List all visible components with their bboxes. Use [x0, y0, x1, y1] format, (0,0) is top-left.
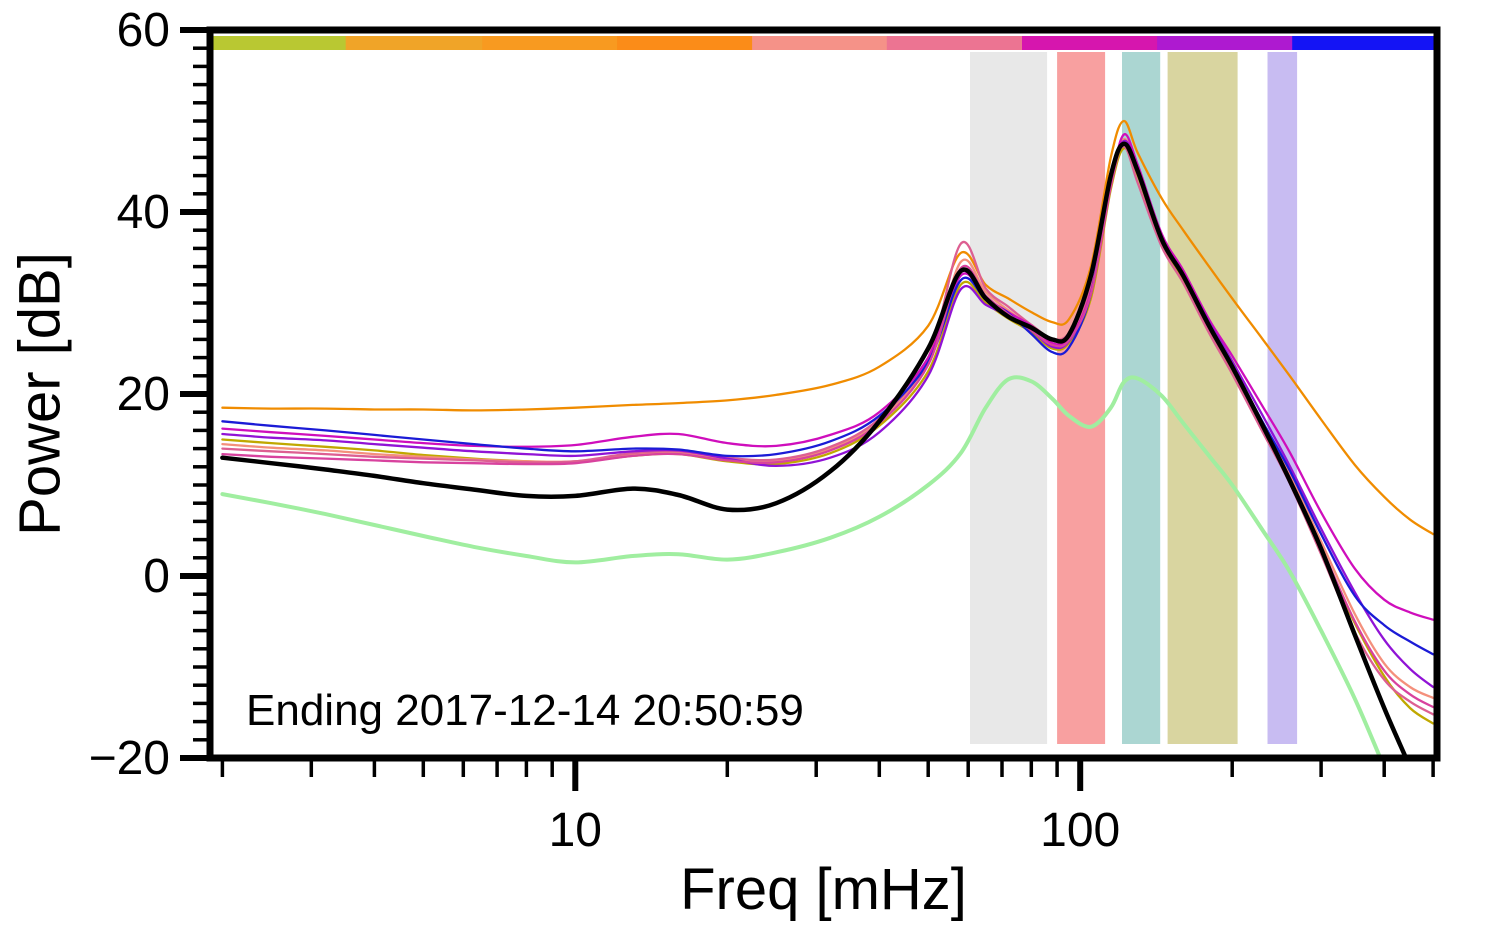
y-tick-label: −20 [89, 732, 170, 785]
series-black [220, 141, 1409, 758]
series-purple [221, 139, 1435, 689]
y-axis-title: Power [dB] [7, 252, 73, 536]
topbar-segment-5 [886, 36, 1023, 50]
band-teal [1122, 52, 1161, 744]
topbar-segment-2 [482, 36, 618, 50]
topbar-segment-7 [1157, 36, 1293, 50]
topbar-segment-1 [345, 36, 483, 50]
x-axis-title: Freq [mHz] [680, 857, 967, 922]
y-tick-label: 0 [143, 550, 170, 603]
x-tick-label: 10 [549, 804, 602, 857]
topbar-segment-6 [1022, 36, 1158, 50]
band-red [1057, 52, 1106, 744]
series-group [220, 119, 1435, 758]
plot-frame [206, 26, 1441, 762]
ending-time-annotation: Ending 2017-12-14 20:50:59 [246, 686, 804, 735]
series-magenta2 [221, 141, 1435, 709]
series-pale-green [220, 375, 1383, 758]
series-magenta [221, 133, 1435, 621]
y-tick-label: 40 [117, 186, 170, 239]
topbar-segment-3 [617, 36, 753, 50]
band-khaki [1167, 52, 1238, 744]
band-lavender [1267, 52, 1298, 744]
y-tick-label: 20 [117, 368, 170, 421]
topbar-segment-0 [210, 36, 347, 50]
x-tick-label: 100 [1040, 804, 1120, 857]
y-tick-label: 60 [117, 4, 170, 57]
topbar-segment-8 [1292, 36, 1438, 50]
series-rose [221, 145, 1435, 716]
band-gray [970, 52, 1048, 744]
series-orange [221, 119, 1435, 536]
topbar-segment-4 [752, 36, 888, 50]
series-salmon [221, 138, 1435, 700]
